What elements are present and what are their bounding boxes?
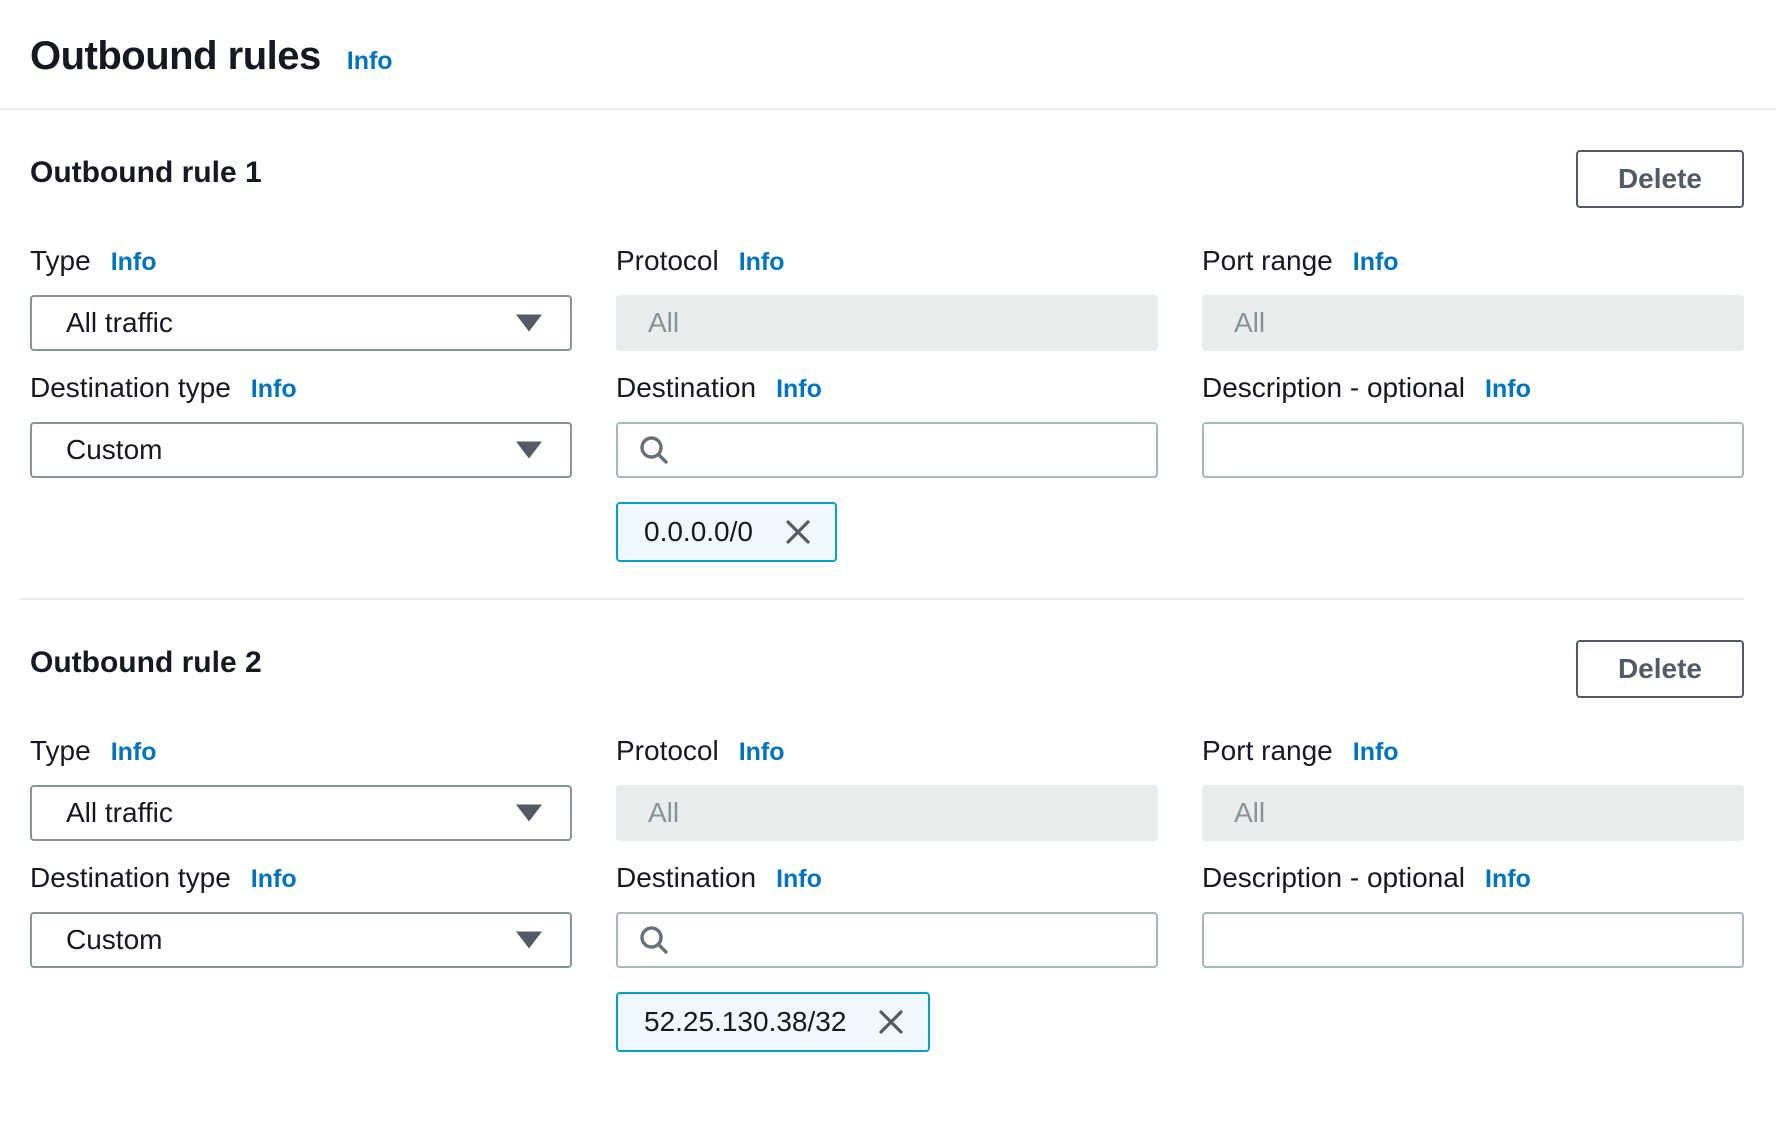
- rule-2-destination-field: Destination Info 52.25.130.38/32: [616, 861, 1158, 1052]
- header-info-link[interactable]: Info: [346, 47, 393, 75]
- rule-2-destination-token: 52.25.130.38/32: [616, 992, 931, 1052]
- port-range-info-link[interactable]: Info: [1352, 248, 1399, 276]
- outbound-rule-1-section: Outbound rule 1 Delete Type Info All tra…: [0, 150, 1776, 562]
- field-label: Type Info: [30, 734, 572, 769]
- caret-down-icon: [516, 441, 542, 459]
- rule-2-row-1: Type Info All traffic Protocol Info All …: [30, 734, 1744, 841]
- field-label: Port range Info: [1202, 734, 1744, 769]
- caret-down-icon: [516, 804, 542, 822]
- rule-2-description-input[interactable]: [1202, 912, 1744, 968]
- destination-info-link[interactable]: Info: [776, 865, 822, 893]
- field-label: Protocol Info: [616, 244, 1158, 279]
- protocol-info-link[interactable]: Info: [738, 738, 785, 766]
- destination-info-link[interactable]: Info: [776, 375, 822, 403]
- field-label: Destination type Info: [30, 371, 572, 406]
- rule-2-destination-type-field: Destination type Info Custom: [30, 861, 572, 1052]
- rule-2-type-field: Type Info All traffic: [30, 734, 572, 841]
- destination-type-info-link[interactable]: Info: [250, 865, 297, 893]
- rule-1-destination-type-field: Destination type Info Custom: [30, 371, 572, 562]
- page-title: Outbound rules: [30, 34, 321, 78]
- rule-2-destination-input[interactable]: [616, 912, 1158, 968]
- field-label: Description - optional Info: [1202, 861, 1744, 896]
- destination-type-label: Destination type: [30, 862, 231, 893]
- rule-2-destination-type-select[interactable]: Custom: [30, 912, 572, 968]
- field-label: Port range Info: [1202, 244, 1744, 279]
- destination-type-select-value: Custom: [66, 434, 163, 465]
- destination-label: Destination: [616, 862, 757, 893]
- field-label: Destination type Info: [30, 861, 572, 896]
- protocol-info-link[interactable]: Info: [738, 248, 785, 276]
- port-range-label: Port range: [1202, 245, 1333, 276]
- rule-2-protocol-input-disabled: All: [616, 785, 1158, 841]
- field-label: Protocol Info: [616, 734, 1158, 769]
- type-select-value: All traffic: [66, 797, 173, 828]
- description-label: Description - optional: [1202, 862, 1466, 893]
- outbound-rules-header: Outbound rules Info: [0, 0, 1776, 110]
- outbound-rule-2-section: Outbound rule 2 Delete Type Info All tra…: [0, 640, 1776, 1052]
- rule-1-row-2: Destination type Info Custom Destination…: [30, 371, 1744, 562]
- rule-1-title: Outbound rule 1: [30, 156, 262, 189]
- caret-down-icon: [516, 931, 542, 949]
- rule-1-port-range-input-disabled: All: [1202, 295, 1744, 351]
- rule-1-description-input[interactable]: [1202, 422, 1744, 478]
- type-label: Type: [30, 245, 91, 276]
- rule-1-destination-input[interactable]: [616, 422, 1158, 478]
- rule-1-destination-type-select[interactable]: Custom: [30, 422, 572, 478]
- rule-2-title: Outbound rule 2: [30, 646, 262, 679]
- destination-label: Destination: [616, 372, 757, 403]
- search-icon: [638, 924, 670, 956]
- protocol-label: Protocol: [616, 245, 719, 276]
- type-info-link[interactable]: Info: [110, 738, 157, 766]
- rule-1-protocol-field: Protocol Info All: [616, 244, 1158, 351]
- rule-1-type-select[interactable]: All traffic: [30, 295, 572, 351]
- rule-1-destination-field: Destination Info 0.0.0.0/0: [616, 371, 1158, 562]
- type-select-value: All traffic: [66, 307, 173, 338]
- rule-1-destination-token: 0.0.0.0/0: [616, 502, 837, 562]
- description-info-link[interactable]: Info: [1485, 375, 1531, 403]
- rule-2-port-range-input-disabled: All: [1202, 785, 1744, 841]
- rule-1-port-range-field: Port range Info All: [1202, 244, 1744, 351]
- port-range-label: Port range: [1202, 735, 1333, 766]
- field-label: Destination Info: [616, 371, 1158, 406]
- caret-down-icon: [516, 314, 542, 332]
- port-range-info-link[interactable]: Info: [1352, 738, 1399, 766]
- close-icon[interactable]: [874, 1005, 908, 1039]
- rule-2-row-2: Destination type Info Custom Destination…: [30, 861, 1744, 1052]
- rule-1-delete-button[interactable]: Delete: [1575, 150, 1744, 208]
- type-info-link[interactable]: Info: [110, 248, 157, 276]
- rule-1-protocol-input-disabled: All: [616, 295, 1158, 351]
- description-label: Description - optional: [1202, 372, 1466, 403]
- field-label: Type Info: [30, 244, 572, 279]
- type-label: Type: [30, 735, 91, 766]
- rule-divider: [20, 598, 1744, 600]
- rule-1-destination-search: [616, 422, 1158, 478]
- close-icon[interactable]: [781, 515, 815, 549]
- rule-2-port-range-field: Port range Info All: [1202, 734, 1744, 841]
- destination-type-info-link[interactable]: Info: [250, 375, 297, 403]
- field-label: Description - optional Info: [1202, 371, 1744, 406]
- rule-2-destination-search: [616, 912, 1158, 968]
- rule-2-description-field: Description - optional Info: [1202, 861, 1744, 1052]
- destination-token-value: 0.0.0.0/0: [644, 516, 753, 547]
- rule-1-description-field: Description - optional Info: [1202, 371, 1744, 562]
- description-info-link[interactable]: Info: [1485, 865, 1531, 893]
- search-icon: [638, 434, 670, 466]
- field-label: Destination Info: [616, 861, 1158, 896]
- destination-type-select-value: Custom: [66, 924, 163, 955]
- protocol-label: Protocol: [616, 735, 719, 766]
- rule-1-row-1: Type Info All traffic Protocol Info All …: [30, 244, 1744, 351]
- destination-token-value: 52.25.130.38/32: [644, 1006, 847, 1037]
- destination-type-label: Destination type: [30, 372, 231, 403]
- rule-1-head: Outbound rule 1 Delete: [30, 150, 1744, 208]
- rule-2-delete-button[interactable]: Delete: [1575, 640, 1744, 698]
- rule-1-type-field: Type Info All traffic: [30, 244, 572, 351]
- rule-2-type-select[interactable]: All traffic: [30, 785, 572, 841]
- rule-2-head: Outbound rule 2 Delete: [30, 640, 1744, 698]
- rule-2-protocol-field: Protocol Info All: [616, 734, 1158, 841]
